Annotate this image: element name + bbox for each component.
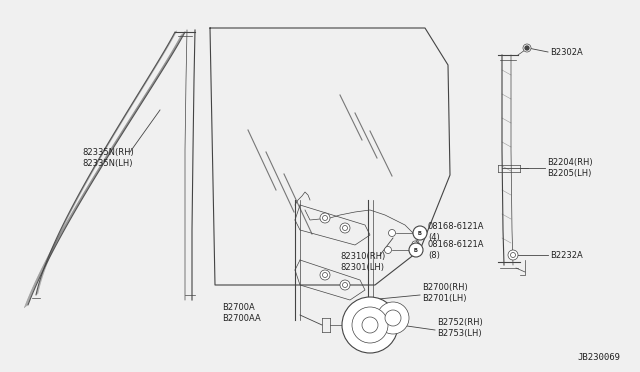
Circle shape bbox=[388, 230, 396, 237]
Circle shape bbox=[323, 273, 328, 278]
Circle shape bbox=[385, 310, 401, 326]
Circle shape bbox=[342, 225, 348, 231]
Circle shape bbox=[409, 243, 423, 257]
Text: B2752(RH)
B2753(LH): B2752(RH) B2753(LH) bbox=[437, 318, 483, 339]
Circle shape bbox=[352, 307, 388, 343]
Circle shape bbox=[340, 223, 350, 233]
Text: B: B bbox=[418, 231, 422, 235]
Circle shape bbox=[340, 280, 350, 290]
Circle shape bbox=[342, 282, 348, 288]
Circle shape bbox=[320, 270, 330, 280]
Text: JB230069: JB230069 bbox=[577, 353, 620, 362]
Circle shape bbox=[377, 302, 409, 334]
Text: B: B bbox=[414, 247, 418, 253]
Circle shape bbox=[323, 215, 328, 221]
Text: B2232A: B2232A bbox=[550, 250, 583, 260]
Circle shape bbox=[523, 44, 531, 52]
Text: B2204(RH)
B2205(LH): B2204(RH) B2205(LH) bbox=[547, 158, 593, 179]
Circle shape bbox=[362, 317, 378, 333]
Circle shape bbox=[508, 250, 518, 260]
Text: 08168-6121A
(4): 08168-6121A (4) bbox=[428, 222, 484, 243]
Text: B2302A: B2302A bbox=[550, 48, 583, 57]
Text: B2700(RH)
B2701(LH): B2700(RH) B2701(LH) bbox=[422, 283, 468, 304]
Circle shape bbox=[385, 247, 392, 253]
Circle shape bbox=[342, 297, 398, 353]
Text: 82335N(RH)
82335N(LH): 82335N(RH) 82335N(LH) bbox=[82, 148, 134, 169]
Circle shape bbox=[511, 253, 515, 257]
Circle shape bbox=[320, 213, 330, 223]
Circle shape bbox=[412, 241, 418, 247]
Circle shape bbox=[413, 226, 427, 240]
Text: 08168-6121A
(8): 08168-6121A (8) bbox=[428, 240, 484, 260]
Circle shape bbox=[525, 46, 529, 50]
Text: B2700A
B2700AA: B2700A B2700AA bbox=[222, 302, 260, 323]
Text: 82310(RH)
82301(LH): 82310(RH) 82301(LH) bbox=[340, 251, 385, 272]
